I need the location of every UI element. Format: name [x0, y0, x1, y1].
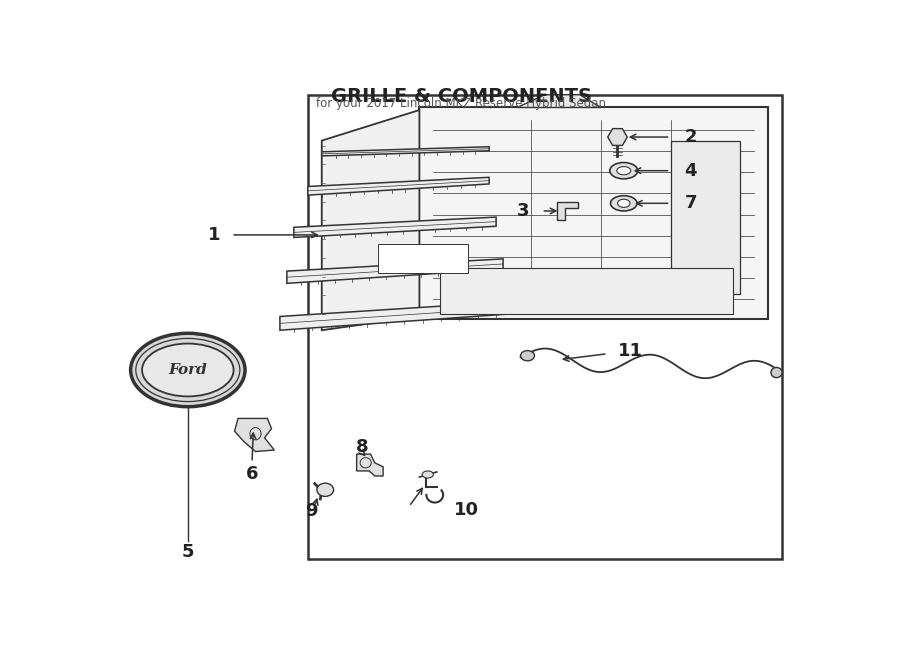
Ellipse shape	[771, 367, 782, 377]
Text: 2: 2	[685, 128, 697, 146]
Ellipse shape	[317, 483, 334, 496]
Text: 9: 9	[305, 502, 318, 520]
Text: 8: 8	[356, 438, 368, 457]
Text: 1: 1	[208, 226, 220, 244]
Bar	[419, 107, 769, 319]
Polygon shape	[322, 110, 419, 330]
Text: 7: 7	[685, 195, 697, 213]
Polygon shape	[517, 95, 601, 107]
Bar	[308, 95, 782, 559]
Bar	[670, 140, 740, 293]
Polygon shape	[287, 259, 503, 283]
Text: 11: 11	[618, 342, 644, 359]
Polygon shape	[308, 177, 490, 195]
Polygon shape	[235, 418, 274, 451]
Text: 5: 5	[182, 544, 194, 561]
Polygon shape	[557, 202, 578, 220]
Ellipse shape	[610, 196, 637, 211]
Text: GRILLE & COMPONENTS: GRILLE & COMPONENTS	[331, 87, 592, 106]
Ellipse shape	[422, 471, 434, 478]
Text: 6: 6	[246, 465, 258, 483]
Polygon shape	[280, 302, 510, 330]
Text: 10: 10	[454, 501, 480, 519]
Ellipse shape	[616, 167, 631, 175]
Ellipse shape	[617, 199, 630, 207]
Text: Ford: Ford	[168, 363, 207, 377]
Ellipse shape	[520, 351, 535, 361]
Ellipse shape	[142, 344, 234, 397]
Polygon shape	[356, 454, 383, 476]
Text: 3: 3	[518, 202, 529, 220]
Ellipse shape	[130, 333, 245, 406]
Bar	[378, 244, 468, 273]
Text: 4: 4	[685, 162, 697, 179]
Polygon shape	[322, 147, 490, 156]
Ellipse shape	[610, 163, 638, 179]
Bar	[440, 268, 734, 314]
Polygon shape	[293, 217, 496, 238]
Text: for your 2017 Lincoln MKZ Reserve Hybrid Sedan: for your 2017 Lincoln MKZ Reserve Hybrid…	[316, 97, 607, 111]
